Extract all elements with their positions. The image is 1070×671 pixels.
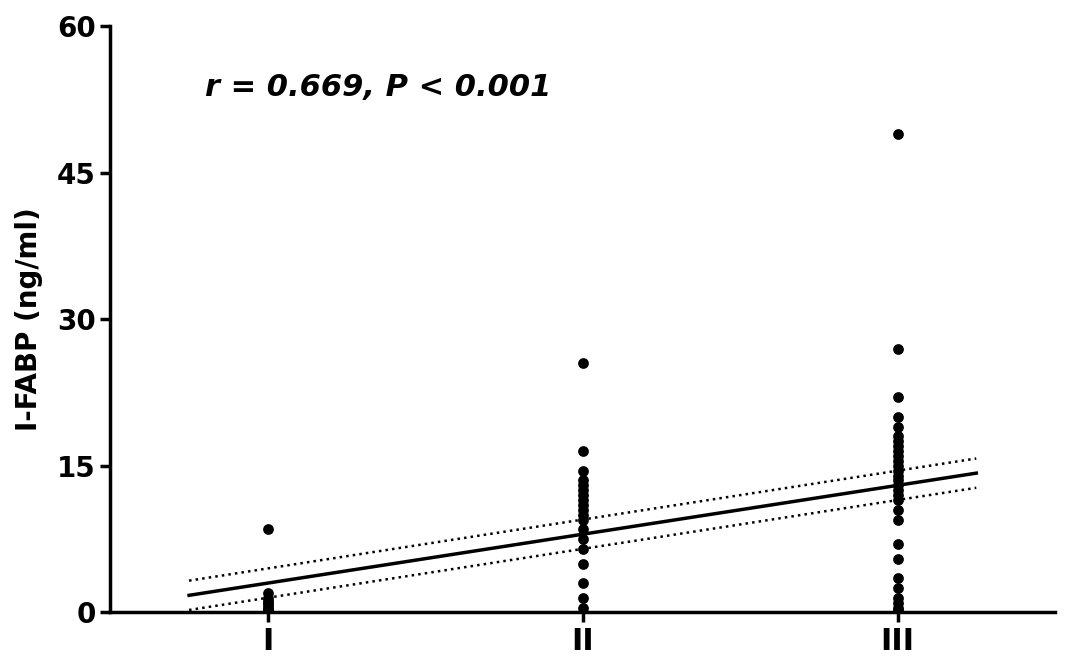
Point — [889, 411, 906, 422]
Point — [889, 470, 906, 481]
Point — [575, 505, 592, 515]
Point — [259, 602, 276, 613]
Point — [575, 558, 592, 569]
Point — [575, 490, 592, 501]
Point — [575, 495, 592, 505]
Point — [889, 605, 906, 616]
Point — [889, 495, 906, 505]
Point — [889, 451, 906, 462]
Point — [889, 456, 906, 466]
Point — [889, 421, 906, 432]
Point — [889, 436, 906, 447]
Point — [889, 465, 906, 476]
Point — [575, 480, 592, 491]
Point — [889, 582, 906, 593]
Y-axis label: I-FABP (ng/ml): I-FABP (ng/ml) — [15, 207, 43, 431]
Point — [575, 446, 592, 456]
Text: r = 0.669, P < 0.001: r = 0.669, P < 0.001 — [204, 73, 551, 103]
Point — [889, 539, 906, 550]
Point — [259, 597, 276, 608]
Point — [889, 597, 906, 608]
Point — [259, 588, 276, 599]
Point — [575, 544, 592, 554]
Point — [575, 514, 592, 525]
Point — [889, 602, 906, 613]
Point — [889, 460, 906, 471]
Point — [889, 441, 906, 452]
Point — [575, 485, 592, 496]
Point — [259, 599, 276, 610]
Point — [575, 524, 592, 535]
Point — [889, 480, 906, 491]
Point — [575, 465, 592, 476]
Point — [575, 602, 592, 613]
Point — [259, 604, 276, 615]
Point — [575, 578, 592, 588]
Point — [259, 524, 276, 535]
Point — [889, 431, 906, 442]
Point — [889, 573, 906, 584]
Point — [889, 554, 906, 564]
Point — [889, 485, 906, 496]
Point — [259, 592, 276, 603]
Point — [889, 446, 906, 456]
Point — [575, 509, 592, 520]
Point — [575, 358, 592, 368]
Point — [575, 592, 592, 603]
Point — [259, 595, 276, 606]
Point — [575, 499, 592, 510]
Point — [889, 514, 906, 525]
Point — [889, 490, 906, 501]
Point — [889, 592, 906, 603]
Point — [889, 505, 906, 515]
Point — [575, 475, 592, 486]
Point — [889, 392, 906, 403]
Point — [889, 343, 906, 354]
Point — [889, 128, 906, 139]
Point — [575, 533, 592, 544]
Point — [259, 606, 276, 617]
Point — [889, 475, 906, 486]
